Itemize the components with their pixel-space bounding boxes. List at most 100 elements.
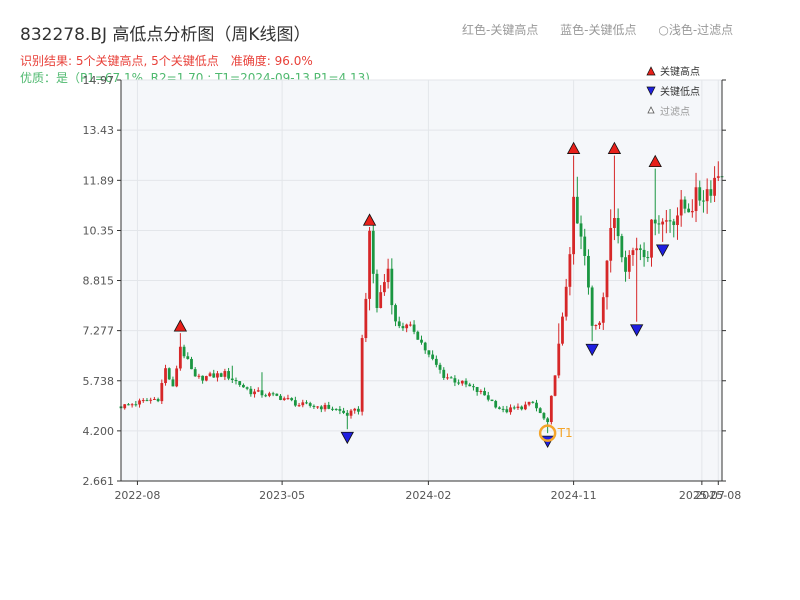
y-tick-label: 7.277 [83, 325, 115, 338]
candle-body [234, 380, 238, 382]
candle-body [698, 187, 702, 201]
candle-body [160, 383, 164, 402]
candle-body [531, 401, 535, 403]
candle-body [212, 373, 216, 378]
candle-body [653, 219, 657, 224]
candle-body [494, 401, 498, 408]
candle-body [305, 402, 308, 404]
candle-body [357, 408, 360, 412]
candle-body [523, 404, 527, 410]
candle-body [249, 388, 253, 395]
candle-body [316, 406, 320, 408]
chart-title: 832278.BJ 高低点分析图（周K线图） [20, 25, 311, 45]
candle-body [690, 211, 694, 213]
candle-body [505, 409, 509, 413]
candle-body [638, 248, 642, 250]
x-tick-label: 2024-11 [551, 489, 597, 502]
candle-body [583, 236, 587, 256]
candle-body [702, 200, 705, 202]
low-legend-icon [646, 86, 656, 96]
candle-body [486, 395, 490, 400]
x-tick-label: 2024-02 [405, 489, 451, 502]
candle-body [705, 189, 709, 202]
candle-body [509, 407, 512, 413]
candle-body [483, 391, 486, 396]
candle-body [216, 373, 219, 378]
candle-body [260, 390, 264, 396]
candle-body [197, 375, 201, 377]
candle-body [694, 187, 698, 212]
candle-body [616, 218, 620, 237]
candle-body [364, 298, 368, 339]
candle-body [282, 398, 286, 400]
top-legend: 红色-关键高点 蓝色-关键低点 ○浅色-过滤点 [462, 21, 733, 38]
candle-body [579, 223, 583, 237]
candle-body [498, 407, 501, 409]
candle-body [323, 404, 327, 410]
candle-body [646, 257, 650, 259]
candle-body [713, 177, 716, 196]
key-low-marker [629, 324, 644, 337]
x-tick-label: 2025-07 [679, 489, 725, 502]
candle-body [687, 208, 691, 213]
candle-body [353, 408, 357, 411]
candle-body [449, 377, 453, 379]
candle-body [642, 249, 646, 258]
candle-body [293, 400, 297, 406]
result-text: 识别结果: 5个关键高点, 5个关键低点 [20, 54, 219, 68]
candle-body [279, 395, 282, 400]
candle-body [164, 368, 167, 384]
candle-body [386, 268, 390, 283]
candle-body [542, 413, 546, 419]
candle-body [152, 398, 156, 400]
t1-label: T1 [557, 426, 573, 440]
candle-body [412, 324, 416, 332]
candle-body [516, 406, 520, 409]
candle-body [416, 331, 420, 340]
filtered-legend-icon [647, 106, 655, 114]
candle-body [267, 393, 271, 396]
candle-body [253, 391, 256, 395]
candle-body [208, 373, 212, 377]
candle-body [601, 297, 605, 323]
candle-body [334, 408, 338, 410]
candle-body [709, 189, 713, 196]
key-high-marker [362, 213, 377, 226]
candle-body [319, 406, 323, 410]
legend-filtered-label: 过滤点 [660, 105, 690, 118]
key-high-marker [173, 319, 188, 332]
candle-body [431, 354, 435, 359]
candle-body [264, 395, 268, 397]
candle-body [171, 379, 175, 387]
candle-body [605, 260, 609, 298]
candle-body [683, 199, 687, 209]
candle-body [672, 221, 676, 226]
legend-low-label: 关键低点 [660, 85, 700, 98]
candle-body [501, 408, 505, 410]
candle-body [156, 398, 160, 402]
candle-body [594, 325, 598, 327]
candle-body [375, 273, 379, 308]
legend-high-label: 关键高点 [660, 65, 700, 78]
candle-body [553, 375, 557, 396]
candle-body [245, 387, 249, 389]
candle-body [193, 369, 197, 377]
candle-body [178, 346, 182, 369]
candle-body [624, 257, 627, 272]
candle-body [127, 404, 130, 406]
candle-body [453, 378, 457, 383]
candle-body [338, 409, 342, 411]
candle-body [716, 176, 720, 178]
candle-body [590, 287, 594, 326]
candle-body [290, 398, 294, 401]
candle-body [657, 223, 661, 225]
candle-body [627, 255, 631, 272]
candle-body [204, 376, 208, 381]
candle-body [286, 398, 290, 400]
y-tick-label: 14.97 [83, 74, 115, 87]
candle-body [383, 282, 386, 293]
candle-body [134, 404, 138, 406]
candle-body [468, 384, 472, 387]
candle-body [301, 402, 305, 406]
candle-body [331, 408, 334, 410]
